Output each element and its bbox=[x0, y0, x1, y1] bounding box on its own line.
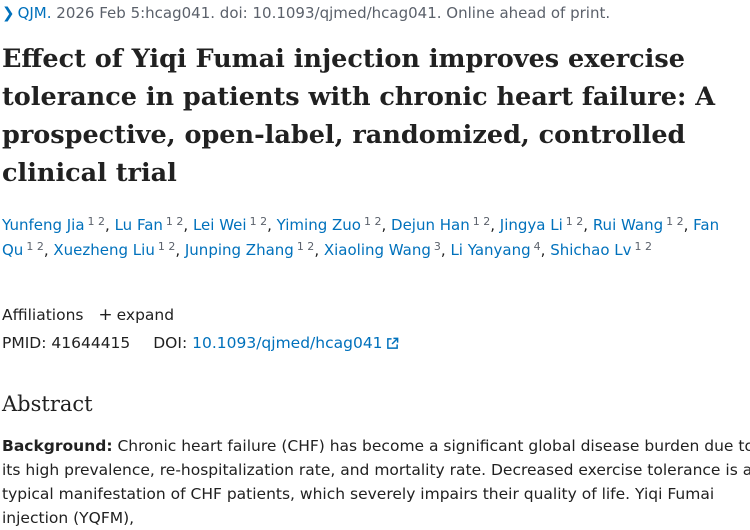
author-affiliation-number[interactable]: 1 2 bbox=[565, 215, 584, 228]
journal-link[interactable]: QJM. bbox=[17, 4, 52, 22]
author-affiliation-number[interactable]: 4 bbox=[533, 240, 541, 253]
authors-list: Yunfeng Jia 1 2, Lu Fan 1 2, Lei Wei 1 2, Y… bbox=[2, 213, 748, 263]
doi-label: DOI: bbox=[153, 334, 188, 352]
author-affiliation-number[interactable]: 1 2 bbox=[165, 215, 184, 228]
author-separator: , bbox=[683, 216, 694, 234]
abstract-background: Background: Chronic heart failure (CHF) … bbox=[2, 434, 750, 530]
background-text: Chronic heart failure (CHF) has become a… bbox=[2, 437, 750, 527]
author-affiliation-number[interactable]: 1 2 bbox=[157, 240, 176, 253]
author-link[interactable]: Yiming Zuo bbox=[276, 216, 361, 234]
author-separator: , bbox=[267, 216, 277, 234]
author-affiliation-number[interactable]: 1 2 bbox=[249, 215, 268, 228]
author-link[interactable]: Dejun Han bbox=[391, 216, 470, 234]
author-separator: , bbox=[540, 241, 551, 259]
author-link[interactable]: Li Yanyang bbox=[450, 241, 531, 259]
author-affiliation-number[interactable]: 1 2 bbox=[87, 215, 106, 228]
author-link[interactable]: Jingya Li bbox=[499, 216, 563, 234]
doi-value: 10.1093/qjmed/hcag041 bbox=[192, 334, 383, 352]
author-separator: , bbox=[314, 241, 324, 259]
author-link[interactable]: Xuezheng Liu bbox=[53, 241, 155, 259]
chevron-right-icon: ❯ bbox=[2, 4, 15, 22]
external-link-icon bbox=[386, 337, 398, 349]
author-link[interactable]: Xiaoling Wang bbox=[323, 241, 431, 259]
affiliations-row: Affiliations + expand bbox=[2, 305, 174, 325]
author-link[interactable]: Rui Wang bbox=[592, 216, 664, 234]
identifiers-row: PMID: 41644415 DOI: 10.1093/qjmed/hcag04… bbox=[2, 334, 399, 352]
author-affiliation-number[interactable]: 1 2 bbox=[26, 240, 44, 253]
author-separator: , bbox=[583, 216, 593, 234]
author-link[interactable]: Fan Qu bbox=[2, 216, 720, 259]
author-link[interactable]: Lei Wei bbox=[192, 216, 247, 234]
pmid-label: PMID: bbox=[2, 334, 47, 352]
author-separator: , bbox=[105, 216, 115, 234]
background-label: Background: bbox=[2, 437, 113, 455]
author-separator: , bbox=[43, 241, 54, 259]
author-separator: , bbox=[381, 216, 392, 234]
pmid-value: 41644415 bbox=[51, 334, 131, 352]
citation-details: 2026 Feb 5:hcag041. doi: 10.1093/qjmed/h… bbox=[51, 4, 611, 22]
doi-link[interactable]: 10.1093/qjmed/hcag041 bbox=[192, 334, 398, 352]
author-link[interactable]: Junping Zhang bbox=[184, 241, 294, 259]
author-separator: , bbox=[183, 216, 193, 234]
abstract-body: Background: Chronic heart failure (CHF) … bbox=[2, 434, 750, 530]
affiliations-expand-button[interactable]: + expand bbox=[88, 305, 175, 325]
author-link[interactable]: Lu Fan bbox=[114, 216, 163, 234]
author-link[interactable]: Yunfeng Jia bbox=[2, 216, 85, 234]
author-affiliation-number[interactable]: 3 bbox=[433, 240, 441, 253]
affiliations-label: Affiliations bbox=[2, 306, 84, 324]
author-separator: , bbox=[490, 216, 500, 234]
author-separator: , bbox=[440, 241, 451, 259]
citation-line: ❯ QJM. 2026 Feb 5:hcag041. doi: 10.1093/q… bbox=[2, 4, 610, 22]
author-affiliation-number[interactable]: 1 2 bbox=[666, 215, 684, 228]
author-affiliation-number[interactable]: 1 2 bbox=[634, 240, 653, 253]
article-title: Effect of Yiqi Fumai injection improves … bbox=[2, 44, 716, 188]
plus-icon: + bbox=[98, 305, 113, 325]
author-separator: , bbox=[175, 241, 185, 259]
expand-label: expand bbox=[116, 306, 175, 324]
author-link[interactable]: Shichao Lv bbox=[550, 241, 632, 259]
author-affiliation-number[interactable]: 1 2 bbox=[472, 215, 491, 228]
abstract-heading: Abstract bbox=[2, 392, 93, 416]
author-affiliation-number[interactable]: 1 2 bbox=[363, 215, 382, 228]
author-affiliation-number[interactable]: 1 2 bbox=[296, 240, 315, 253]
